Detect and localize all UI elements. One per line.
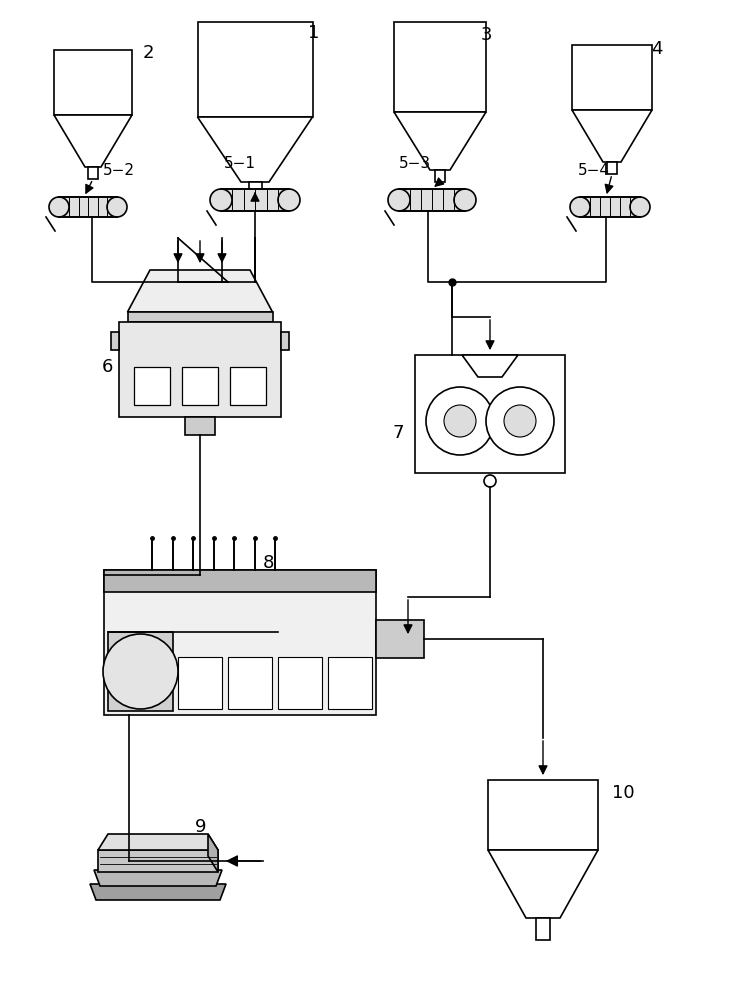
Text: 3: 3 [481,26,493,44]
Polygon shape [128,270,273,312]
Bar [278,657,322,709]
Bar [248,182,262,197]
Bar [399,189,465,211]
Polygon shape [98,850,218,872]
Circle shape [486,387,554,455]
Bar [128,312,273,322]
Polygon shape [462,355,518,377]
Bar [572,45,652,110]
Bar [119,322,281,417]
Text: 6: 6 [102,358,114,376]
Bar [178,657,222,709]
Circle shape [426,387,494,455]
Circle shape [388,189,410,211]
Bar [607,162,617,174]
Bar [88,167,98,179]
Bar [111,332,119,350]
Circle shape [444,405,476,437]
Polygon shape [54,115,132,167]
Bar [580,197,640,217]
Text: 1: 1 [308,24,319,42]
Text: 8: 8 [263,554,274,572]
Text: 5−1: 5−1 [224,156,256,171]
Circle shape [630,197,650,217]
Bar [59,197,117,217]
Polygon shape [98,834,218,850]
Text: 5−2: 5−2 [103,163,135,178]
Circle shape [49,197,69,217]
Bar [230,367,266,405]
Polygon shape [394,112,486,170]
Text: 5−3: 5−3 [399,156,431,171]
Bar [221,189,289,211]
Text: 4: 4 [651,40,663,58]
Bar [104,570,376,592]
Circle shape [570,197,590,217]
Bar [198,22,313,117]
Bar [394,22,486,112]
Bar [228,657,272,709]
Circle shape [103,634,178,709]
Polygon shape [208,834,218,872]
Circle shape [107,197,127,217]
Bar [328,657,372,709]
Polygon shape [488,850,598,918]
Bar [488,780,598,850]
Polygon shape [90,884,226,900]
Text: 5−4: 5−4 [578,163,610,178]
Circle shape [278,189,300,211]
Polygon shape [94,870,222,886]
Text: 9: 9 [195,818,207,836]
Bar [281,332,289,350]
Bar [134,367,170,405]
Bar [536,918,550,940]
Bar [108,632,173,711]
Polygon shape [572,110,652,162]
Bar [182,367,218,405]
Text: 2: 2 [143,44,155,62]
Bar [376,620,424,658]
Text: 10: 10 [612,784,635,802]
Polygon shape [198,117,313,182]
Bar [415,355,565,473]
Bar [435,170,445,182]
Bar [104,570,376,715]
Circle shape [454,189,476,211]
Circle shape [484,475,496,487]
Text: 7: 7 [393,424,404,442]
Circle shape [210,189,232,211]
Circle shape [504,405,536,437]
Bar [185,417,215,435]
Bar [54,50,132,115]
